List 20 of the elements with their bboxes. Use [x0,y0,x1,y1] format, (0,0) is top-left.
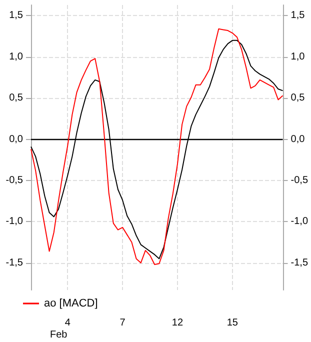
y2-tick-label: 1,0 [290,51,306,62]
x-tick-label: 15 [226,318,238,328]
y-tick-label: 0,0 [9,134,24,145]
y-tick-label: -1,0 [6,216,24,228]
x-tick-label: 4 [64,318,71,328]
y2-tick-label: -0,5 [290,174,308,186]
x-axis-title: Feb [50,330,68,340]
x-tick-label: 12 [172,318,184,328]
y-tick-label: -0,5 [6,174,24,186]
y2-tick-label: 1,5 [290,10,306,22]
y-tick-label: 1,5 [9,10,24,22]
y2-tick-label: -1,0 [290,216,308,228]
y2-tick-label: -1,5 [290,257,308,268]
y2-tick-label: 0,0 [290,134,306,145]
y-tick-label: 1,0 [9,51,24,62]
y-tick-label: 0,5 [9,92,24,104]
legend-label: ао [MACD] [44,298,98,310]
x-tick-label: 7 [120,318,126,328]
y2-tick-label: 0,5 [290,92,306,104]
y-tick-label: -1,5 [6,257,24,268]
